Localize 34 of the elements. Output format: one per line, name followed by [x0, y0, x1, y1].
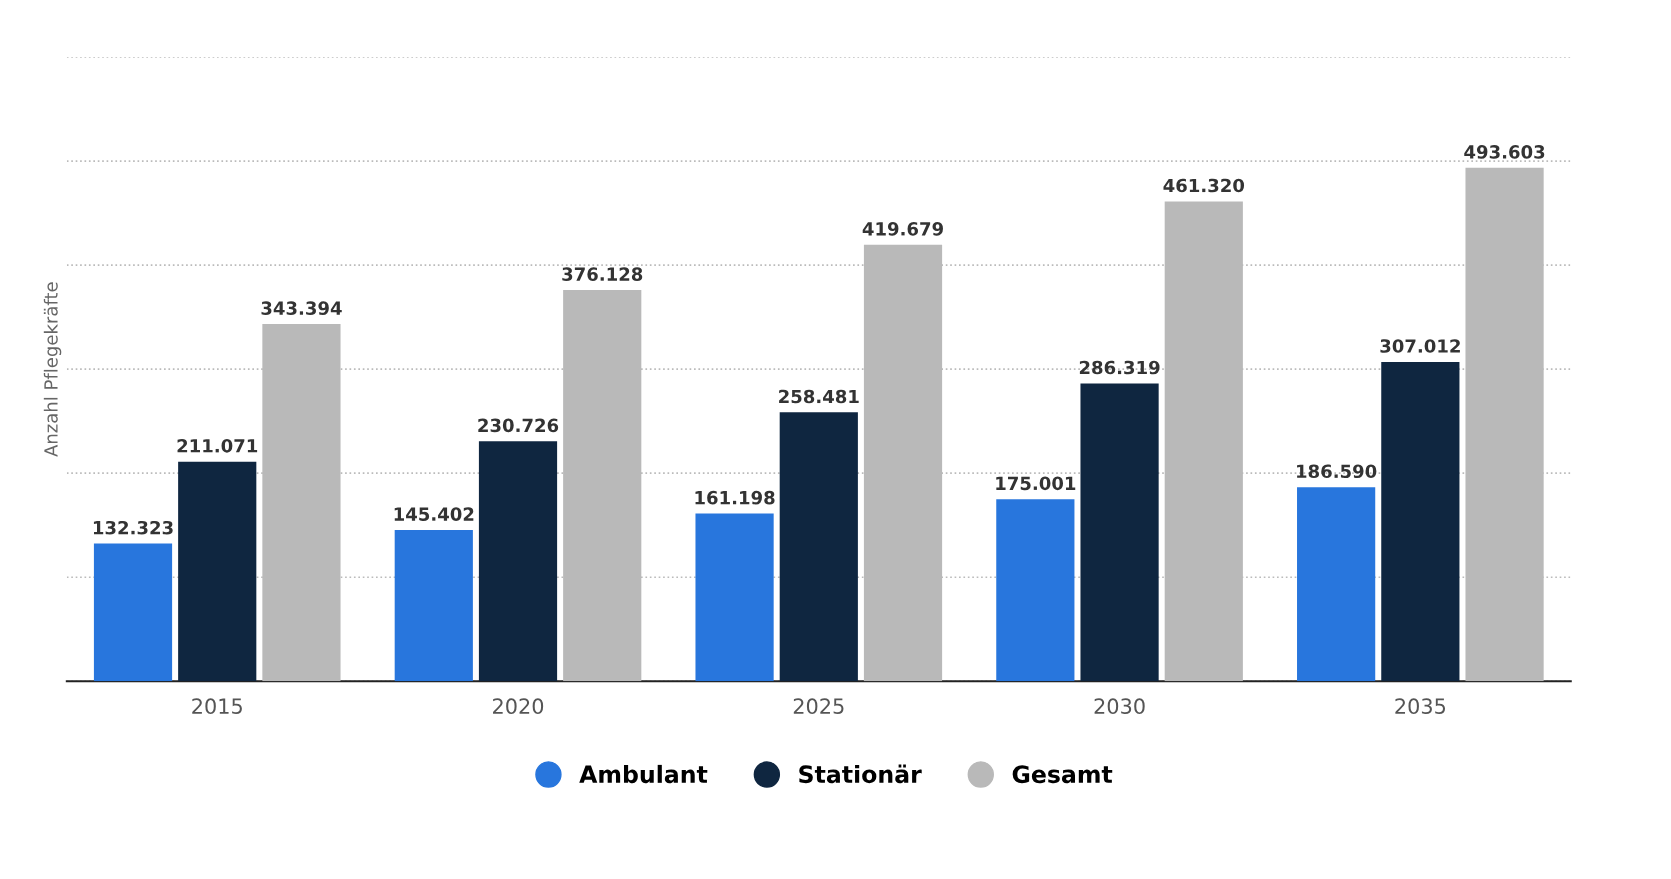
data-label: 175.001: [996, 476, 1076, 491]
bar: [1080, 383, 1159, 682]
bar: [93, 543, 173, 682]
y-axis-title: Anzahl Pflegekräfte: [43, 282, 62, 457]
bar: [1381, 361, 1460, 682]
bar: [695, 513, 774, 682]
bar: [178, 461, 257, 682]
data-label: 343.394: [261, 301, 342, 315]
x-tick-label: 2030: [1094, 698, 1145, 715]
data-label: 211.071: [177, 438, 258, 453]
legend-label: Gesamt: [1012, 765, 1113, 784]
data-label: 307.012: [1380, 339, 1460, 353]
x-tick-label: 2020: [493, 698, 544, 715]
legend-label: Stationär: [799, 764, 922, 784]
data-label: 376.128: [562, 267, 643, 281]
data-label: 419.679: [862, 222, 943, 236]
data-label: 161.198: [695, 490, 775, 505]
data-label: 230.726: [478, 418, 559, 433]
data-label: 145.402: [394, 507, 474, 521]
bar: [1297, 487, 1376, 682]
data-label: 186.590: [1297, 464, 1377, 479]
data-label: 493.603: [1464, 145, 1545, 159]
data-label: 286.319: [1079, 360, 1160, 375]
bar: [394, 529, 473, 682]
data-label: 258.481: [779, 389, 859, 404]
x-tick-label: 2025: [793, 698, 844, 715]
bar: [478, 441, 558, 682]
bar: [779, 412, 858, 682]
data-label: 132.323: [93, 520, 173, 535]
bar: [996, 499, 1075, 682]
x-tick-label: 2035: [1395, 698, 1446, 715]
legend-label: Ambulant: [579, 764, 708, 784]
x-tick-label: 2015: [192, 698, 242, 715]
data-label: 461.320: [1163, 178, 1245, 193]
